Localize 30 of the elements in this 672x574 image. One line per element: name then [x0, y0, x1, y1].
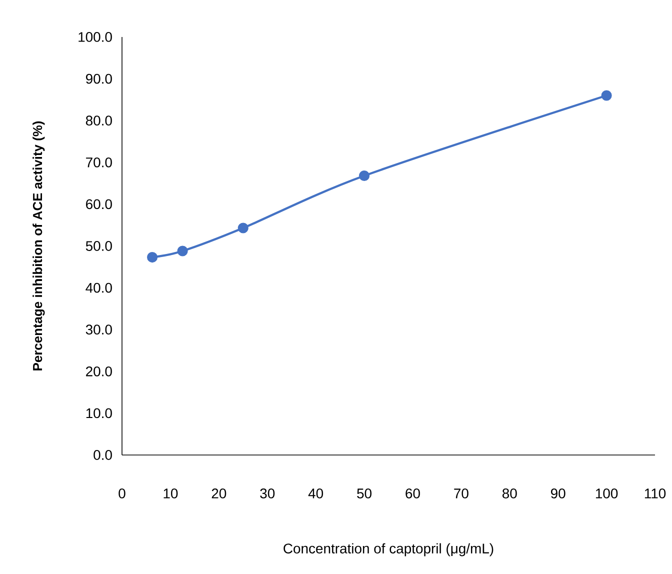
y-tick-label: 80.0 — [86, 116, 112, 126]
x-tick-label: 10 — [164, 488, 178, 498]
y-tick-label: 0.0 — [94, 450, 112, 460]
x-tick-label: 40 — [308, 488, 324, 498]
y-tick-label: 30.0 — [86, 324, 112, 335]
x-tick-label: 70 — [454, 488, 468, 498]
x-tick-label: 30 — [260, 488, 275, 498]
x-tick-label: 110 — [644, 488, 666, 498]
x-tick-label: 80 — [502, 488, 517, 498]
y-tick-label: 10.0 — [86, 408, 112, 418]
y-tick-label: 60.0 — [86, 199, 112, 210]
point — [177, 246, 188, 256]
y-tick-label: 70.0 — [86, 157, 112, 168]
point — [358, 170, 370, 182]
x-tick-label: 50 — [357, 488, 372, 498]
y-tick-label: 90.0 — [86, 74, 112, 84]
x-axis-title: Concentration of captopril (μg/mL) — [284, 543, 494, 556]
point — [147, 252, 158, 263]
y-tick-label: 40.0 — [86, 282, 112, 293]
x-tick-label: 100 — [596, 488, 618, 498]
y-tick-label: 100.0 — [78, 32, 112, 42]
x-tick-label: 20 — [212, 488, 226, 498]
x-tick-label: 60 — [406, 488, 420, 498]
point — [601, 90, 612, 101]
y-tick-label: 20.0 — [86, 366, 112, 376]
y-axis-title: Percentage inhibition of ACE activity (%) — [32, 121, 45, 370]
y-tick-label: 50.0 — [86, 241, 112, 251]
x-tick-label: 90 — [550, 488, 566, 498]
point — [238, 222, 248, 234]
x-tick-label: 0 — [118, 488, 126, 498]
